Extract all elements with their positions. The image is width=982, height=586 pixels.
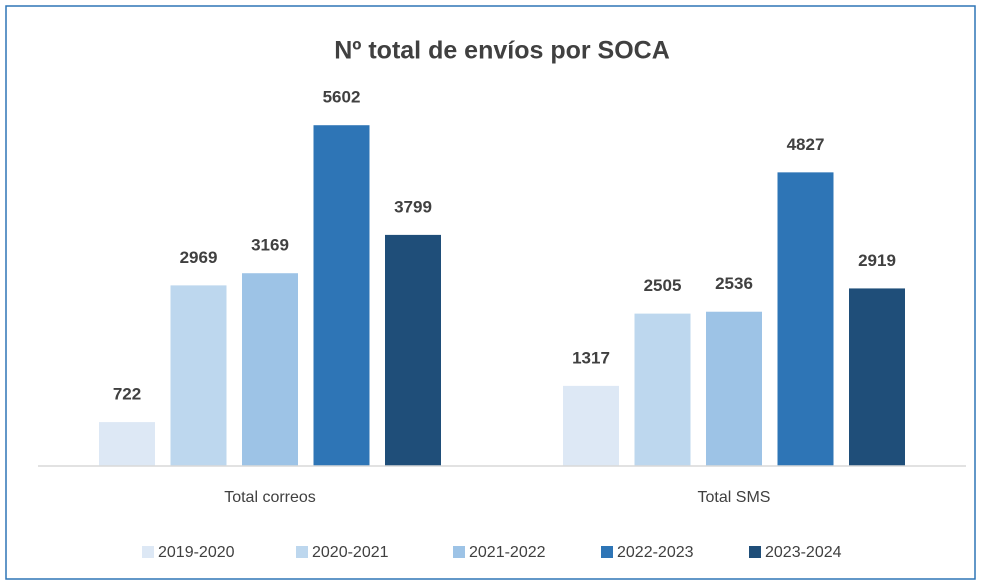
bar	[385, 234, 441, 466]
data-label: 3799	[394, 197, 432, 216]
legend-label: 2019-2020	[158, 544, 235, 561]
bar	[634, 313, 691, 466]
bar	[99, 422, 155, 466]
legend-label: 2021-2022	[469, 544, 546, 561]
bar	[706, 311, 762, 466]
data-label: 2969	[180, 248, 218, 267]
bar	[313, 125, 370, 466]
legend-swatch	[601, 546, 613, 558]
legend-swatch	[453, 546, 465, 558]
legend-label: 2023-2024	[765, 544, 842, 561]
x-tick-label: Total correos	[224, 489, 316, 506]
bar	[777, 172, 834, 467]
data-label: 4827	[787, 135, 825, 154]
legend-label: 2020-2021	[312, 544, 389, 561]
bar	[242, 273, 298, 466]
bar	[170, 285, 227, 466]
data-label: 2536	[715, 274, 753, 293]
bar	[563, 385, 619, 466]
legend-label: 2022-2023	[617, 544, 694, 561]
x-tick-label: Total SMS	[698, 489, 771, 506]
data-label: 2505	[644, 276, 682, 295]
legend-swatch	[296, 546, 308, 558]
data-label: 2919	[858, 251, 896, 270]
data-label: 3169	[251, 236, 289, 255]
legend-swatch	[749, 546, 761, 558]
bar	[849, 288, 905, 466]
legend-swatch	[142, 546, 154, 558]
data-label: 5602	[323, 88, 361, 107]
data-label: 1317	[572, 348, 610, 367]
chart-title: Nº total de envíos por SOCA	[334, 37, 670, 65]
data-label: 722	[113, 385, 141, 404]
